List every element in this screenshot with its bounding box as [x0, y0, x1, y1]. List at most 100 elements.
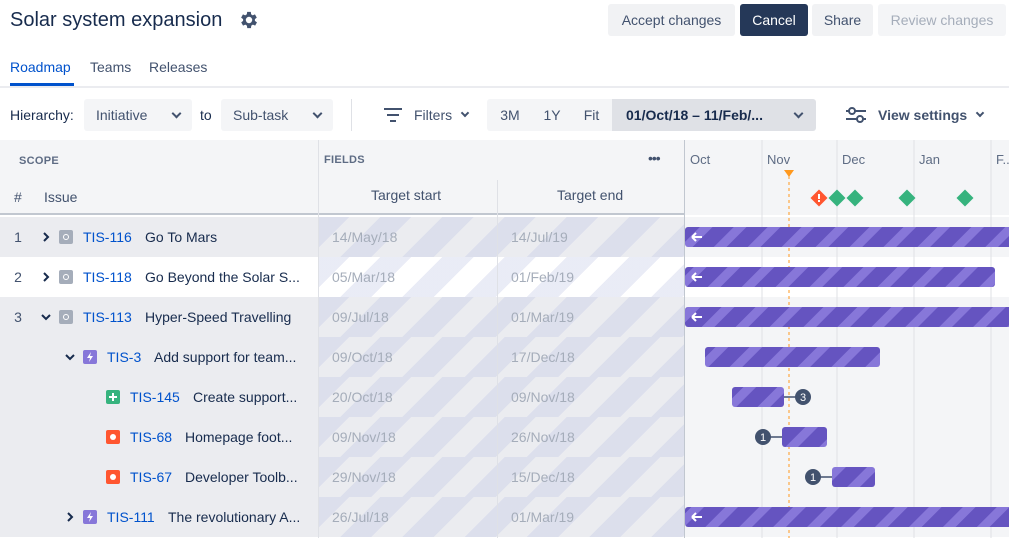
target-end-cell[interactable]: 01/Mar/19	[511, 509, 575, 525]
target-start-cell[interactable]: 05/Mar/18	[332, 269, 396, 285]
timeline-header	[685, 140, 1009, 215]
target-start-cell[interactable]: 26/Jul/18	[332, 509, 389, 525]
story-icon	[106, 390, 120, 404]
fields-stripes	[318, 217, 684, 257]
tab-roadmap[interactable]: Roadmap	[10, 59, 71, 75]
row-number: 1	[14, 229, 22, 245]
target-end-cell[interactable]: 17/Dec/18	[511, 349, 575, 365]
target-end-cell[interactable]: 01/Mar/19	[511, 309, 575, 325]
table-row[interactable]: TIS-68 Homepage foot... 09/Nov/18 26/Nov/18	[0, 417, 684, 457]
tab-divider	[0, 86, 1009, 88]
cancel-button[interactable]: Cancel	[740, 4, 808, 36]
month-label: Oct	[690, 152, 711, 167]
issue-key-link[interactable]: TIS-111	[107, 509, 155, 525]
timeline-bar[interactable]	[705, 347, 880, 367]
issue-summary[interactable]: Homepage foot...	[185, 429, 293, 445]
chevron-down-icon	[460, 108, 470, 118]
timeline-bar[interactable]	[732, 387, 784, 407]
target-start-cell[interactable]: 20/Oct/18	[332, 389, 393, 405]
timeline-bar[interactable]	[685, 307, 1009, 327]
target-end-cell[interactable]: 01/Feb/19	[511, 269, 575, 285]
issue-summary[interactable]: Hyper-Speed Travelling	[145, 309, 292, 325]
chevron-down-icon[interactable]	[65, 352, 75, 362]
chevron-right-icon[interactable]	[41, 272, 51, 282]
release-milestone-icon[interactable]	[828, 189, 846, 207]
release-milestone-icon[interactable]	[956, 189, 974, 207]
target-start-cell[interactable]: 09/Nov/18	[332, 429, 396, 445]
month-label: Dec	[842, 152, 866, 167]
target-start-cell[interactable]: 29/Nov/18	[332, 469, 396, 485]
chevron-down-icon	[975, 108, 985, 118]
bug-icon	[106, 470, 120, 484]
column-target-start: Target start	[371, 187, 442, 203]
chevron-down-icon[interactable]	[41, 312, 51, 322]
table-row[interactable]: TIS-67 Developer Toolb... 29/Nov/18 15/Dec/…	[0, 457, 684, 497]
timeline-bar[interactable]	[685, 267, 995, 287]
tab-teams[interactable]: Teams	[90, 59, 132, 75]
zoom-3m-button[interactable]: 3M	[487, 99, 533, 131]
gear-icon[interactable]	[238, 9, 260, 31]
chevron-right-icon[interactable]	[65, 512, 75, 522]
issue-summary[interactable]: Go To Mars	[145, 229, 218, 245]
dependency-count: 1	[810, 472, 816, 484]
issue-summary[interactable]: Add support for team...	[154, 349, 297, 365]
zoom-1y-button[interactable]: 1Y	[533, 99, 571, 131]
target-start-cell[interactable]: 09/Jul/18	[332, 309, 389, 325]
target-start-cell[interactable]: 14/May/18	[332, 229, 398, 245]
hierarchy-to-select[interactable]: Sub-task	[221, 99, 333, 131]
table-row[interactable]: 2 TIS-118 Go Beyond the Solar S... 05/Mar/1…	[0, 257, 684, 297]
table-row[interactable]: TIS-145 Create support... 20/Oct/18 09/Nov/…	[0, 377, 684, 417]
issue-key-link[interactable]: TIS-118	[83, 269, 132, 285]
timeline-bar[interactable]	[832, 467, 875, 487]
chevron-down-icon	[793, 108, 804, 118]
share-button[interactable]: Share	[812, 4, 873, 36]
column-divider	[318, 140, 319, 538]
chevron-right-icon[interactable]	[41, 232, 51, 242]
row-number: 3	[14, 309, 22, 325]
initiative-icon	[59, 230, 73, 244]
tab-releases[interactable]: Releases	[149, 59, 208, 75]
release-warning-icon[interactable]	[810, 189, 828, 207]
target-end-cell[interactable]: 15/Dec/18	[511, 469, 575, 485]
date-range-value: 01/Oct/18 – 11/Feb/...	[626, 107, 763, 123]
fields-label: FIELDS	[324, 154, 365, 166]
table-row[interactable]: TIS-3 Add support for team... 09/Oct/18 17/…	[0, 337, 684, 377]
target-end-cell[interactable]: 14/Jul/19	[511, 229, 568, 245]
issue-summary[interactable]: Create support...	[193, 389, 298, 405]
more-options-button[interactable]: •••	[648, 150, 661, 166]
release-milestone-icon[interactable]	[898, 189, 916, 207]
issue-key-link[interactable]: TIS-145	[130, 389, 180, 405]
filters-button[interactable]: Filters	[376, 99, 476, 131]
issue-summary[interactable]: Developer Toolb...	[185, 469, 298, 485]
issue-key-link[interactable]: TIS-67	[130, 469, 173, 485]
table-row[interactable]: TIS-111 The revolutionary A... 26/Jul/18 01…	[0, 497, 684, 537]
target-end-cell[interactable]: 09/Nov/18	[511, 389, 575, 405]
table-row[interactable]: 1 TIS-116 Go To Mars 14/May/18 14/Jul/19	[0, 217, 684, 257]
issue-summary[interactable]: The revolutionary A...	[168, 509, 301, 525]
hierarchy-from-select[interactable]: Initiative	[84, 99, 192, 131]
issue-key-link[interactable]: TIS-3	[107, 349, 142, 365]
dependency-badge[interactable]	[805, 469, 821, 485]
timeline-bar[interactable]	[685, 507, 1009, 527]
review-changes-button[interactable]: Review changes	[878, 4, 1006, 36]
issue-key-link[interactable]: TIS-116	[83, 229, 132, 245]
timeline-bar[interactable]	[782, 427, 827, 447]
release-milestone-icon[interactable]	[846, 189, 864, 207]
column-number: #	[14, 189, 22, 205]
table-row[interactable]: 3 TIS-113 Hyper-Speed Travelling 09/Jul/18 0…	[0, 297, 684, 337]
target-end-cell[interactable]: 26/Nov/18	[511, 429, 575, 445]
issue-key-link[interactable]: TIS-113	[83, 309, 132, 325]
initiative-icon	[59, 310, 73, 324]
target-start-cell[interactable]: 09/Oct/18	[332, 349, 393, 365]
accept-changes-button[interactable]: Accept changes	[608, 4, 735, 36]
zoom-fit-button[interactable]: Fit	[571, 99, 612, 131]
fields-stripes	[318, 497, 684, 537]
dependency-badge[interactable]	[755, 429, 771, 445]
issue-summary[interactable]: Go Beyond the Solar S...	[145, 269, 300, 285]
date-range-select[interactable]: 01/Oct/18 – 11/Feb/...	[612, 99, 816, 131]
issue-key-link[interactable]: TIS-68	[130, 429, 173, 445]
dependency-badge[interactable]	[795, 389, 811, 405]
timeline-bar[interactable]	[685, 227, 1009, 247]
epic-icon	[83, 510, 97, 524]
view-settings-button[interactable]: View settings	[842, 99, 992, 131]
